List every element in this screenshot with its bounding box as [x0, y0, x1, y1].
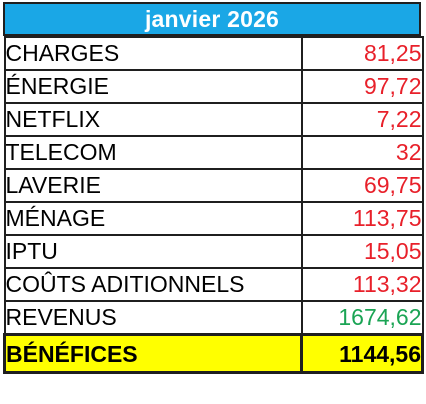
- row-label-cell[interactable]: LAVERIE: [3, 168, 303, 203]
- total-value-cell[interactable]: 1144,56: [300, 333, 424, 374]
- table-row: TELECOM 32: [3, 135, 424, 170]
- table-row: CHARGES 81,25: [3, 36, 424, 71]
- row-label-cell[interactable]: COÛTS ADITIONNELS: [3, 267, 303, 302]
- total-label-cell[interactable]: BÉNÉFICES: [3, 333, 303, 374]
- row-label-cell[interactable]: MÉNAGE: [3, 201, 303, 236]
- budget-total: BÉNÉFICES 1144,56: [3, 333, 424, 374]
- table-row: LAVERIE 69,75: [3, 168, 424, 203]
- row-value-cell[interactable]: 1674,62: [300, 300, 424, 336]
- row-value-cell[interactable]: 15,05: [300, 234, 424, 269]
- row-label-cell[interactable]: TELECOM: [3, 135, 303, 170]
- row-label-cell[interactable]: CHARGES: [3, 36, 303, 71]
- table-row: IPTU 15,05: [3, 234, 424, 269]
- row-label-cell[interactable]: NETFLIX: [3, 102, 303, 137]
- row-value-cell[interactable]: 113,75: [300, 201, 424, 236]
- table-row: ÉNERGIE 97,72: [3, 69, 424, 104]
- total-row: BÉNÉFICES 1144,56: [3, 333, 424, 374]
- month-header-cell[interactable]: janvier 2026: [3, 2, 421, 36]
- budget-rows: CHARGES 81,25 ÉNERGIE 97,72 NETFLIX 7,22 TELEC…: [3, 36, 424, 336]
- row-value-cell[interactable]: 113,32: [300, 267, 424, 302]
- row-value-cell[interactable]: 97,72: [300, 69, 424, 104]
- row-label-cell[interactable]: IPTU: [3, 234, 303, 269]
- table-row: REVENUS 1674,62: [3, 300, 424, 336]
- table-row: NETFLIX 7,22: [3, 102, 424, 137]
- row-value-cell[interactable]: 32: [300, 135, 424, 170]
- table-row: MÉNAGE 113,75: [3, 201, 424, 236]
- row-value-cell[interactable]: 69,75: [300, 168, 424, 203]
- table-row: COÛTS ADITIONNELS 113,32: [3, 267, 424, 302]
- row-label-cell[interactable]: REVENUS: [3, 300, 303, 336]
- row-value-cell[interactable]: 7,22: [300, 102, 424, 137]
- row-value-cell[interactable]: 81,25: [300, 36, 424, 71]
- row-label-cell[interactable]: ÉNERGIE: [3, 69, 303, 104]
- budget-table: CHARGES 81,25 ÉNERGIE 97,72 NETFLIX 7,22 TELEC…: [3, 36, 424, 374]
